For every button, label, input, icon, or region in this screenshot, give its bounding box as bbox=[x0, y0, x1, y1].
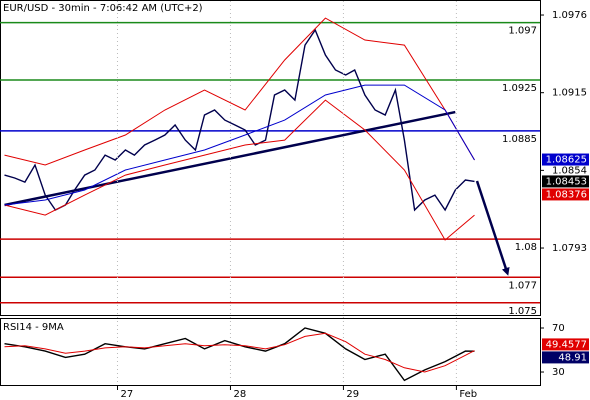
trendline bbox=[4, 110, 456, 207]
rsi-title: RSI14 - 9MA bbox=[3, 322, 64, 333]
value-tag bbox=[542, 175, 589, 188]
y-tick-label: 70 bbox=[552, 323, 565, 334]
series-line bbox=[4, 28, 475, 212]
value-tag-label: 48.91 bbox=[558, 352, 587, 363]
series-line bbox=[4, 332, 475, 373]
chart-title: EUR/USD - 30min - 7:06:42 AM (UTC+2) bbox=[3, 3, 203, 14]
value-tag-label: 49.4577 bbox=[546, 339, 587, 350]
y-tick-label: 1.0915 bbox=[552, 88, 587, 99]
level-label: 1.0925 bbox=[502, 83, 537, 94]
price-panel bbox=[0, 0, 541, 316]
value-tag-label: 1.08376 bbox=[546, 189, 587, 200]
value-tag bbox=[542, 351, 589, 364]
level-label: 1.08 bbox=[515, 242, 537, 253]
y-tick-label: 1.0793 bbox=[552, 243, 587, 254]
value-tag bbox=[542, 188, 589, 201]
x-tick-label: 27 bbox=[120, 389, 133, 400]
x-tick-label: Feb bbox=[459, 389, 477, 400]
level-label: 1.097 bbox=[508, 26, 537, 37]
value-tag bbox=[542, 338, 589, 351]
y-tick-label: 1.0976 bbox=[552, 10, 587, 21]
series-line bbox=[4, 99, 475, 241]
y-tick-label: 1.0854 bbox=[552, 165, 587, 176]
level-label: 1.0885 bbox=[502, 134, 537, 145]
level-label: 1.077 bbox=[508, 280, 537, 291]
value-tag-label: 1.08453 bbox=[546, 176, 587, 187]
x-tick-label: 28 bbox=[233, 389, 246, 400]
value-tag-label: 1.08625 bbox=[546, 155, 587, 166]
series-line bbox=[4, 17, 475, 166]
series-line bbox=[4, 327, 475, 382]
x-tick-label: 29 bbox=[346, 389, 359, 400]
rsi-panel bbox=[0, 318, 541, 386]
series-line bbox=[4, 84, 475, 206]
y-tick-label: 30 bbox=[552, 367, 565, 378]
level-label: 1.075 bbox=[508, 306, 537, 317]
forecast-arrow bbox=[475, 180, 510, 276]
value-tag bbox=[542, 153, 589, 166]
